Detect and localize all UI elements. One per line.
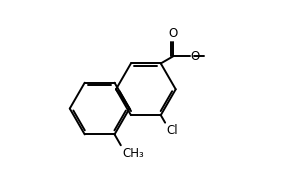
Text: O: O <box>169 27 178 40</box>
Text: Cl: Cl <box>166 124 178 137</box>
Text: O: O <box>191 50 200 63</box>
Text: CH₃: CH₃ <box>123 147 145 160</box>
